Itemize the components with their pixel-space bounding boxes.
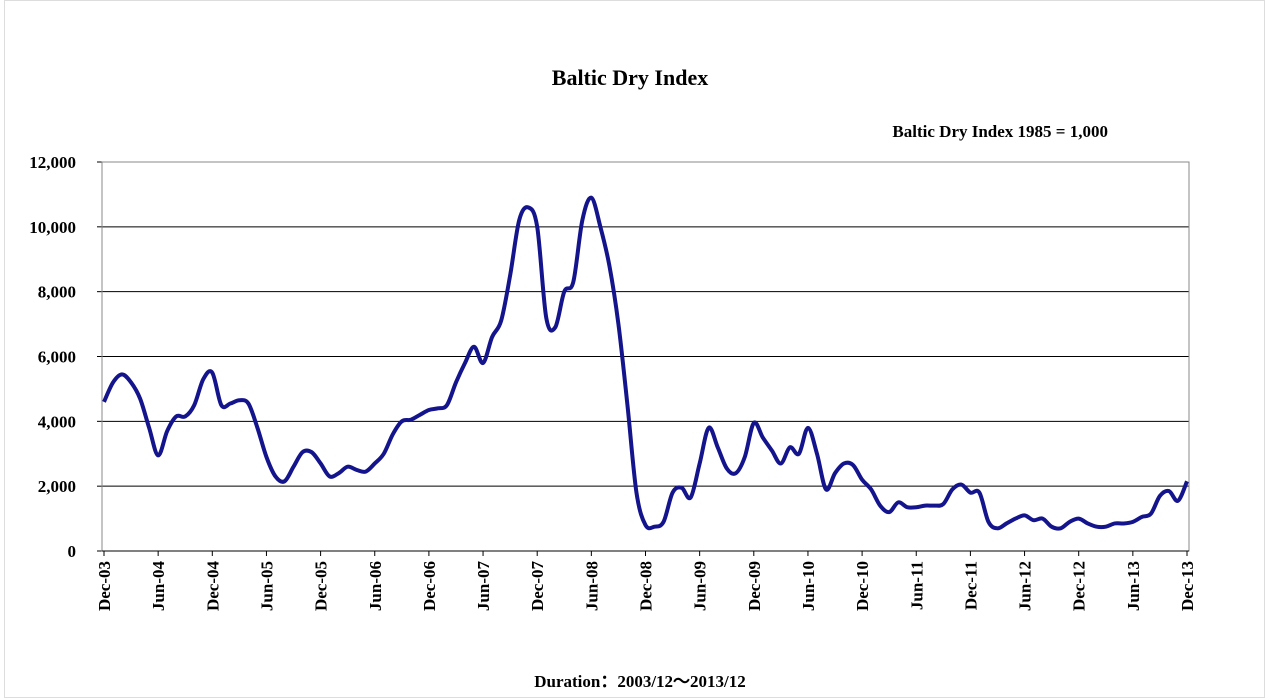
x-tick-label: Jun-09: [691, 561, 710, 611]
x-tick-label: Dec-12: [1070, 561, 1089, 611]
x-tick-label: Dec-06: [420, 561, 439, 611]
x-tick-label: Dec-07: [528, 561, 547, 612]
x-tick-label: Jun-10: [799, 561, 818, 611]
y-tick-label: 10,000: [29, 218, 76, 237]
x-tick-label: Jun-07: [474, 561, 493, 612]
x-tick-label: Dec-04: [203, 561, 222, 612]
y-tick-label: 12,000: [29, 153, 76, 172]
x-tick-label: Jun-05: [257, 561, 276, 611]
x-tick-label: Dec-03: [95, 561, 114, 611]
x-tick-label: Dec-08: [637, 561, 656, 611]
y-tick-label: 4,000: [38, 412, 76, 431]
y-tick-label: 6,000: [38, 348, 76, 367]
y-tick-label: 2,000: [38, 477, 76, 496]
chart-title: Baltic Dry Index: [552, 65, 708, 90]
chart-subtitle: Baltic Dry Index 1985 = 1,000: [892, 122, 1108, 141]
x-tick-label: Dec-13: [1178, 561, 1197, 611]
x-tick-label: Jun-12: [1016, 561, 1035, 611]
x-tick-label: Jun-11: [907, 561, 926, 610]
x-tick-label: Dec-10: [853, 561, 872, 611]
x-tick-label: Jun-13: [1124, 561, 1143, 611]
x-tick-label: Jun-04: [149, 561, 168, 612]
x-tick-label: Dec-11: [961, 561, 980, 610]
x-tick-label: Dec-09: [745, 561, 764, 611]
y-tick-label: 8,000: [38, 283, 76, 302]
x-tick-label: Jun-08: [582, 561, 601, 611]
x-tick-label: Dec-05: [312, 561, 331, 611]
y-tick-label: 0: [68, 542, 77, 561]
data-line: [102, 195, 1189, 531]
x-tick-label: Jun-06: [366, 561, 385, 611]
footnote: Duration：2003/12～2013/12: [534, 672, 746, 691]
